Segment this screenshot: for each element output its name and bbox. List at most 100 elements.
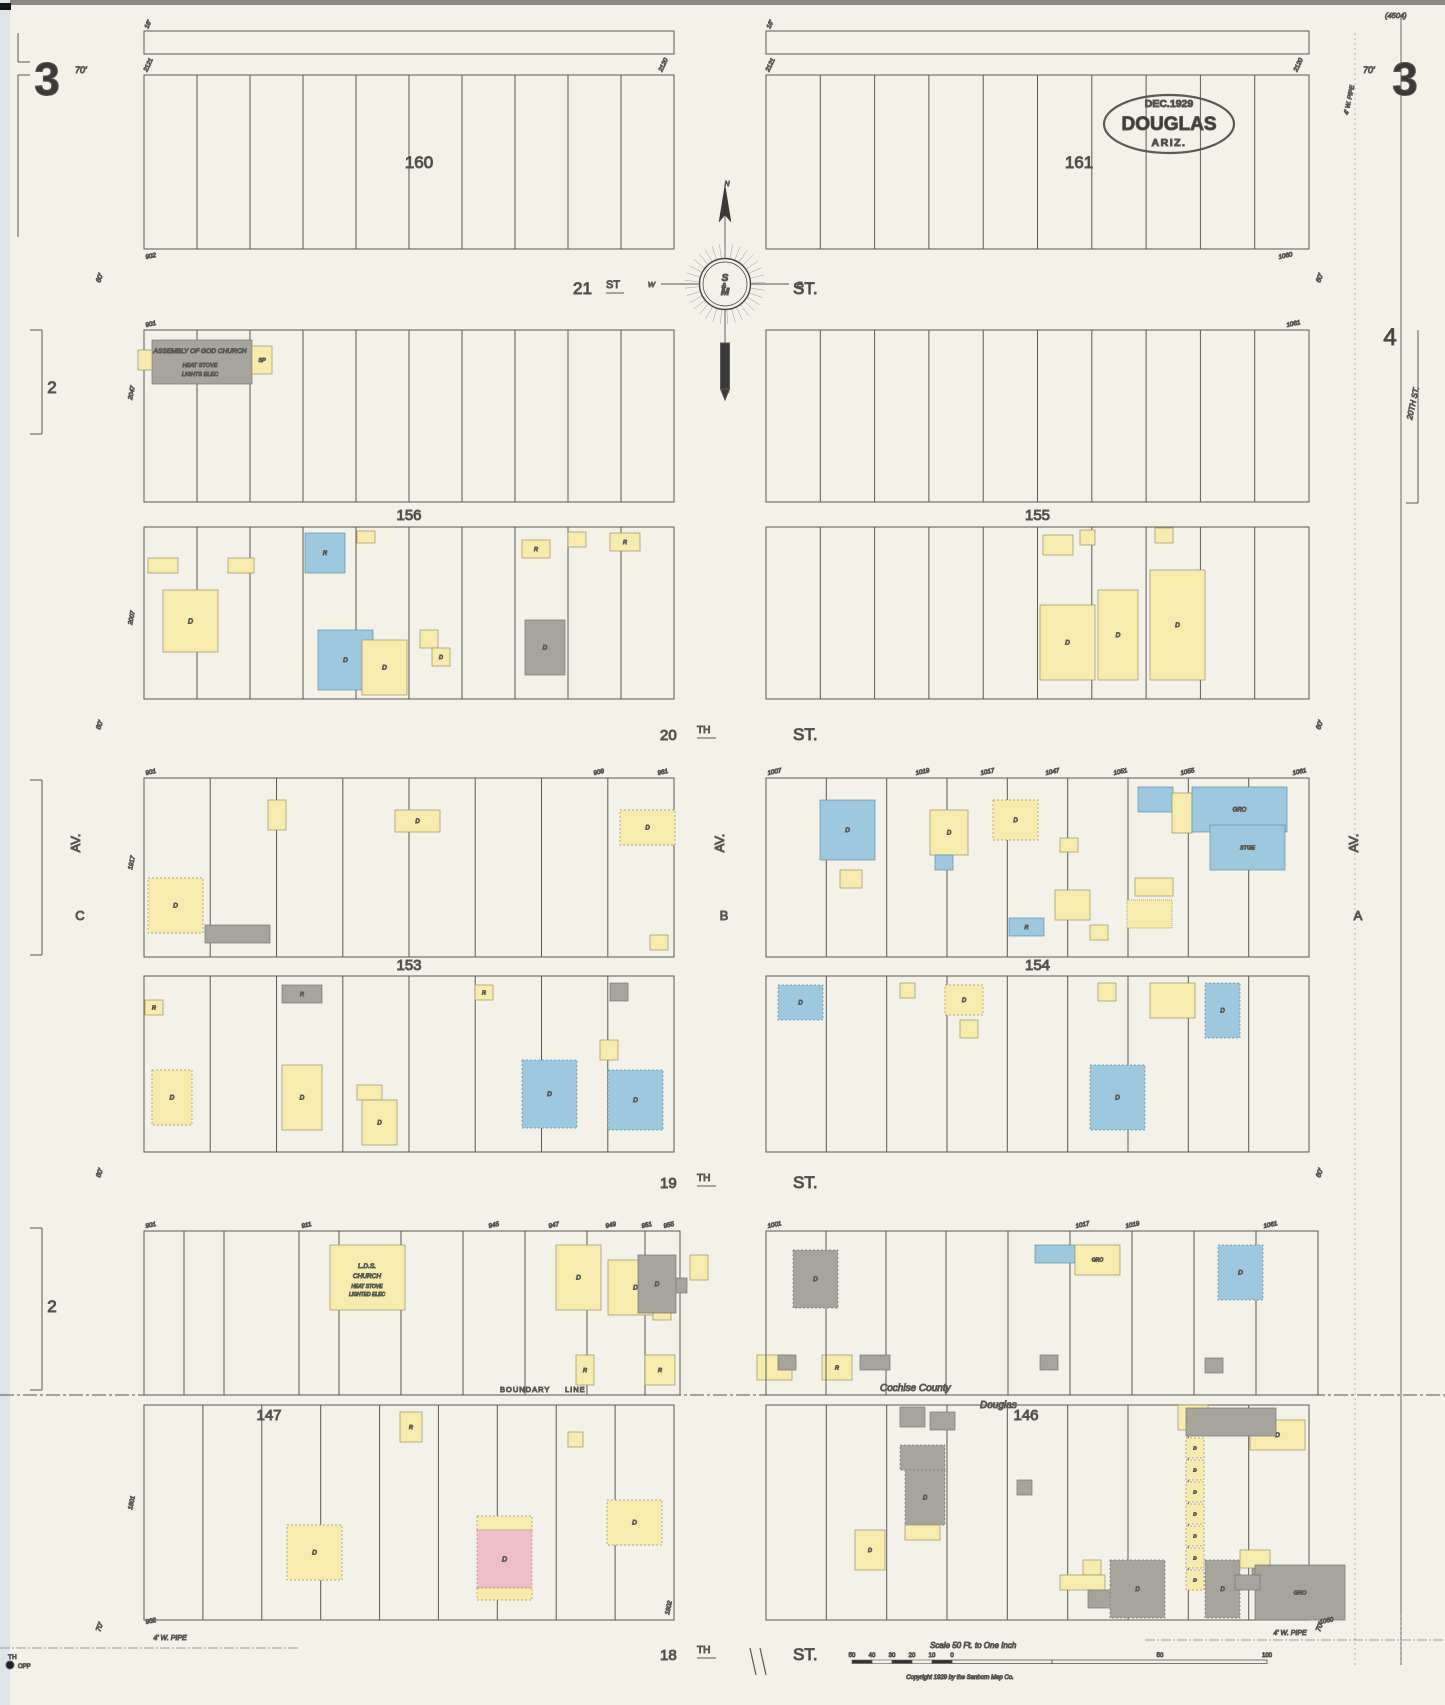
- svg-text:D: D: [377, 1121, 382, 1127]
- svg-text:D: D: [188, 618, 193, 625]
- svg-text:D: D: [845, 827, 850, 834]
- svg-text:(4504): (4504): [1385, 11, 1407, 20]
- svg-text:D: D: [173, 903, 178, 910]
- svg-text:CHURCH: CHURCH: [353, 1273, 381, 1280]
- svg-text:DOUGLAS: DOUGLAS: [1122, 114, 1217, 135]
- svg-text:D: D: [1193, 1578, 1197, 1584]
- svg-text:10: 10: [929, 1653, 936, 1659]
- svg-text:153: 153: [396, 957, 421, 974]
- svg-text:D: D: [312, 1550, 317, 1557]
- svg-text:D: D: [632, 1520, 637, 1527]
- svg-text:50: 50: [1157, 1653, 1164, 1659]
- svg-text:D: D: [868, 1548, 872, 1554]
- svg-text:D: D: [1135, 1587, 1140, 1593]
- svg-text:D: D: [813, 1276, 818, 1283]
- svg-text:L.D.S.: L.D.S.: [358, 1263, 376, 1270]
- svg-text:GRO: GRO: [1092, 1258, 1104, 1264]
- svg-text:HEAT STOVE: HEAT STOVE: [183, 363, 218, 369]
- svg-text:D: D: [1116, 632, 1121, 639]
- svg-text:30: 30: [889, 1653, 896, 1659]
- svg-text:GRO: GRO: [1294, 1590, 1307, 1596]
- svg-text:D: D: [1115, 1095, 1120, 1102]
- svg-text:D: D: [655, 1281, 660, 1288]
- svg-text:21: 21: [573, 279, 592, 298]
- svg-text:147: 147: [256, 1407, 281, 1424]
- svg-text:D: D: [543, 645, 548, 652]
- svg-text:LINE: LINE: [565, 1385, 586, 1394]
- svg-text:C: C: [75, 908, 84, 923]
- svg-text:146: 146: [1013, 1407, 1038, 1424]
- svg-text:R: R: [583, 1368, 587, 1374]
- svg-text:D: D: [798, 1001, 803, 1007]
- svg-text:ST.: ST.: [793, 279, 818, 298]
- svg-text:R: R: [658, 1368, 662, 1374]
- svg-text:ST: ST: [606, 279, 620, 291]
- svg-text:R: R: [534, 547, 538, 553]
- svg-text:4: 4: [1383, 324, 1396, 351]
- svg-text:D: D: [547, 1091, 552, 1098]
- svg-text:D: D: [645, 826, 650, 832]
- svg-text:W: W: [648, 280, 656, 289]
- svg-text:D: D: [1238, 1270, 1243, 1277]
- svg-text:BOUNDARY: BOUNDARY: [500, 1385, 550, 1394]
- svg-text:AV.: AV.: [1346, 834, 1361, 853]
- svg-text:DEC.1929: DEC.1929: [1145, 98, 1194, 110]
- svg-text:R: R: [409, 1425, 413, 1431]
- svg-text:AV.: AV.: [712, 834, 727, 853]
- svg-text:D: D: [170, 1095, 175, 1102]
- svg-text:ST.: ST.: [793, 725, 818, 744]
- svg-text:160: 160: [405, 153, 433, 172]
- svg-text:R: R: [482, 990, 486, 996]
- svg-text:20: 20: [660, 727, 677, 744]
- svg-text:D: D: [962, 998, 967, 1004]
- svg-text:70': 70': [75, 65, 87, 75]
- svg-text:4' W. PIPE: 4' W. PIPE: [153, 1635, 187, 1642]
- svg-text:D: D: [1175, 622, 1180, 629]
- svg-text:154: 154: [1025, 957, 1050, 974]
- svg-text:D: D: [502, 1556, 507, 1563]
- svg-text:D: D: [576, 1275, 581, 1282]
- svg-text:R: R: [835, 1365, 839, 1371]
- svg-text:R: R: [1025, 925, 1029, 931]
- svg-text:GRO: GRO: [1233, 808, 1247, 814]
- svg-text:3: 3: [34, 53, 60, 105]
- svg-text:D: D: [1193, 1512, 1197, 1518]
- svg-text:70': 70': [1363, 65, 1375, 75]
- svg-text:TH: TH: [697, 1173, 710, 1184]
- svg-text:Cochise County: Cochise County: [880, 1383, 952, 1394]
- svg-text:D: D: [1193, 1490, 1197, 1496]
- svg-text:ASSEMBLY OF GOD CHURCH: ASSEMBLY OF GOD CHURCH: [153, 348, 247, 355]
- svg-text:50: 50: [849, 1653, 856, 1659]
- svg-text:TH: TH: [8, 1654, 17, 1661]
- svg-text:2: 2: [47, 378, 56, 397]
- svg-text:D: D: [439, 655, 443, 661]
- svg-text:OPP: OPP: [18, 1664, 31, 1670]
- svg-text:156: 156: [396, 507, 421, 524]
- svg-text:D: D: [1193, 1534, 1197, 1540]
- svg-text:D: D: [947, 831, 952, 837]
- svg-text:D: D: [1193, 1468, 1197, 1474]
- svg-text:AV.: AV.: [68, 834, 83, 853]
- svg-text:STGE: STGE: [1240, 845, 1255, 851]
- svg-text:D: D: [382, 665, 387, 672]
- svg-text:ARIZ.: ARIZ.: [1152, 137, 1187, 149]
- svg-text:161: 161: [1065, 153, 1093, 172]
- svg-text:Copyright 1929 by the Sanborn: Copyright 1929 by the Sanborn Map Co.: [906, 1675, 1013, 1681]
- svg-text:40: 40: [869, 1653, 876, 1659]
- svg-text:D: D: [343, 657, 348, 664]
- svg-text:2: 2: [47, 1297, 56, 1316]
- svg-text:ST.: ST.: [793, 1645, 818, 1664]
- svg-text:D: D: [1013, 818, 1018, 824]
- svg-text:D: D: [1220, 1587, 1225, 1593]
- svg-text:HEAT STOVE: HEAT STOVE: [351, 1284, 383, 1290]
- svg-text:D: D: [415, 819, 420, 825]
- svg-text:D: D: [1065, 640, 1070, 647]
- svg-text:R: R: [323, 551, 328, 557]
- svg-text:D: D: [923, 1496, 928, 1502]
- svg-text:TH: TH: [697, 1645, 710, 1656]
- svg-text:155: 155: [1025, 507, 1050, 524]
- svg-text:&: &: [722, 283, 727, 290]
- svg-text:3: 3: [1392, 53, 1418, 105]
- svg-text:SP: SP: [258, 358, 266, 364]
- svg-text:R: R: [152, 1005, 156, 1011]
